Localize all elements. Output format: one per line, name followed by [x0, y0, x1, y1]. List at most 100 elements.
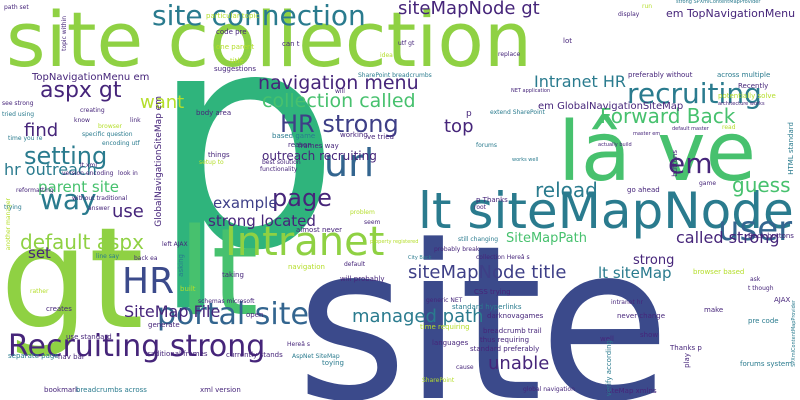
word: site collection: [6, 0, 533, 84]
word: aspx gt: [40, 78, 122, 103]
word: lâ ve: [558, 105, 757, 200]
word: strong located: [208, 212, 316, 230]
word: standard preferably: [470, 345, 540, 353]
word: lt: [178, 204, 259, 343]
word: default master: [672, 126, 709, 132]
word: make: [704, 306, 724, 314]
word: unable: [488, 353, 550, 374]
word: look in: [118, 170, 138, 177]
word: navigation menu: [258, 72, 419, 94]
word: generic NET: [426, 297, 463, 304]
word: time you re: [8, 135, 43, 142]
word: can t: [282, 40, 300, 48]
word: reason: [288, 141, 312, 149]
word: master em: [633, 131, 661, 137]
word: preferably without: [628, 71, 693, 79]
word: AJAX: [774, 296, 791, 304]
word: SiteMap File: [124, 302, 221, 321]
word: left AJAX: [162, 241, 188, 248]
word: languages: [432, 339, 469, 347]
word: show: [640, 331, 659, 339]
word: strong: [633, 253, 675, 268]
word: use standard: [66, 333, 112, 341]
word: Back buttons: [748, 232, 794, 240]
word: SharePoint: [422, 377, 455, 384]
word: works well: [512, 157, 539, 163]
word: breadcrumbs across: [76, 386, 147, 394]
word: property registered: [370, 239, 419, 245]
word: default aspx: [20, 230, 144, 254]
word: creates: [46, 305, 72, 313]
word: top: [444, 116, 474, 137]
word: code pre: [216, 28, 247, 36]
word: extend SharePoint: [490, 109, 545, 116]
word: HTML standard: [787, 122, 795, 175]
word: siteMap xmlns: [606, 387, 657, 395]
word: recruiting: [627, 77, 762, 110]
word: line say: [96, 253, 120, 260]
word: encoding utf: [102, 140, 140, 147]
word: siteMapNode gt: [398, 0, 540, 19]
word: lt siteMapNode: [418, 182, 794, 240]
word: verify according: [605, 340, 613, 397]
word: lot: [563, 37, 572, 45]
word: time requiring: [420, 323, 470, 331]
word: collection called: [262, 90, 416, 112]
word: way: [40, 183, 97, 216]
word: generate: [148, 321, 180, 329]
word: GlobalNavigationSiteMap em: [154, 96, 164, 227]
word: replace: [498, 51, 521, 58]
word: lt xml: [80, 162, 97, 169]
word: body area: [196, 109, 232, 117]
word: called strong: [676, 228, 780, 247]
word: setup to: [199, 159, 224, 166]
word: TopNavigationMenu em: [32, 72, 150, 83]
word: functionality: [260, 166, 298, 173]
word: em: [668, 147, 713, 180]
word: play: [683, 353, 691, 368]
word: xml version: [200, 386, 241, 394]
word: Thanks p: [670, 344, 702, 352]
word: things: [208, 151, 230, 159]
word: hr outreach: [4, 160, 97, 179]
word: answer: [88, 205, 110, 212]
word: see strong: [2, 100, 34, 107]
word: best solution: [262, 159, 301, 166]
word: strong SPXmlContentMapProvider: [676, 0, 761, 5]
word: url: [324, 141, 375, 185]
word: will: [335, 88, 345, 95]
word: almost never: [296, 226, 343, 234]
word: siteMapNode title: [408, 262, 567, 283]
word: nav bar: [58, 353, 85, 361]
word: NET application: [511, 88, 551, 94]
word: HR: [122, 261, 175, 302]
word: particular topic: [206, 12, 260, 20]
word: browser: [98, 123, 123, 130]
word: portal site: [157, 297, 309, 332]
word: cause: [456, 364, 474, 371]
word: collection Hereâ s: [476, 254, 530, 261]
word: breadcrumb trail: [483, 327, 542, 335]
word: schemas microsoft: [198, 298, 255, 305]
word: display: [618, 11, 640, 18]
word: page: [272, 184, 332, 212]
word: Intranet: [225, 219, 385, 265]
word: title: [230, 57, 244, 65]
word: managed path: [352, 306, 484, 327]
word: standard hyperlinks: [452, 303, 522, 311]
word: taking: [222, 271, 244, 279]
word: without traditional: [72, 195, 128, 202]
word: potentially solve: [718, 92, 776, 100]
word: Recently: [738, 82, 769, 90]
word: buttons: [671, 150, 679, 177]
word: navigation: [288, 263, 325, 271]
word: will probably: [340, 275, 385, 283]
word: path set: [4, 4, 29, 11]
word: based game: [272, 132, 316, 140]
word: default: [344, 261, 366, 268]
word: seem: [364, 219, 381, 226]
word: site connection: [152, 0, 366, 32]
word: currently stands: [226, 351, 283, 359]
word: p Thanks: [476, 196, 508, 204]
